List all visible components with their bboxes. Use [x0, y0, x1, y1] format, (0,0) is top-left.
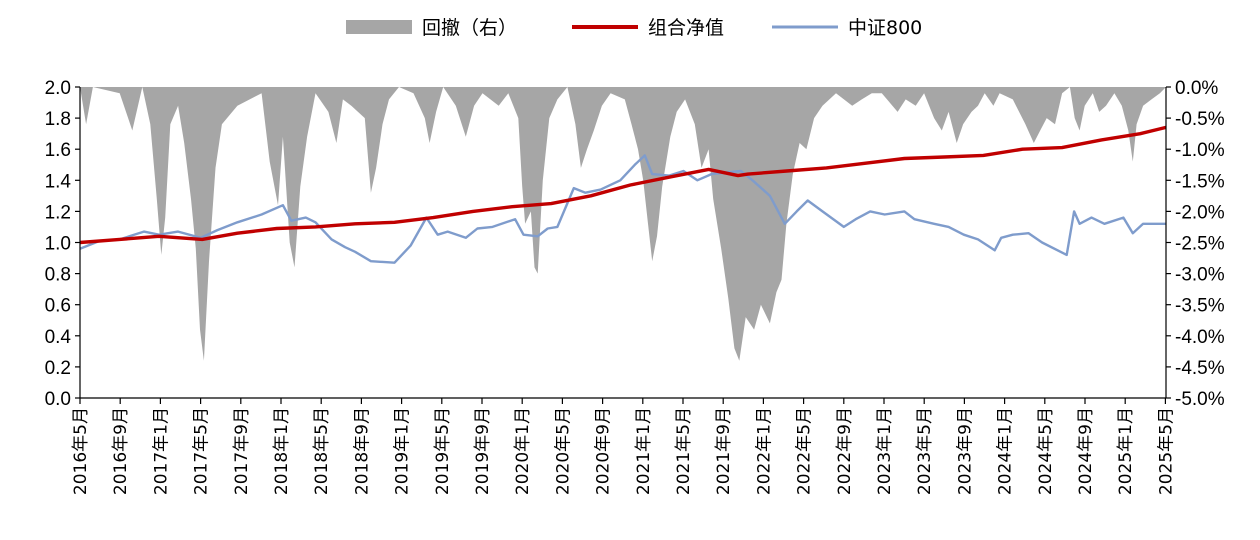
- y-left-tick-label: 0.6: [45, 296, 71, 317]
- x-tick-label: 2018年9月: [352, 407, 372, 495]
- y-right-tick-label: -3.0%: [1175, 265, 1225, 286]
- x-tick-label: 2022年9月: [835, 407, 855, 495]
- y-left-tick-label: 0.8: [45, 265, 71, 286]
- x-tick-label: 2023年1月: [875, 407, 895, 495]
- x-tick-label: 2017年1月: [151, 407, 171, 495]
- legend-label-csi800: 中证800: [848, 17, 922, 39]
- x-tick-label: 2016年9月: [111, 407, 131, 495]
- y-right-tick-label: -1.5%: [1175, 171, 1225, 192]
- y-right-tick-label: -0.5%: [1175, 109, 1225, 130]
- drawdown-area: [80, 87, 1166, 361]
- x-tick-label: 2024年9月: [1076, 407, 1096, 495]
- y-left-tick-label: 0.4: [45, 327, 72, 348]
- y-left-tick-label: 0.0: [45, 389, 71, 410]
- x-tick-label: 2017年5月: [192, 407, 212, 495]
- drawdown-area-layer: [80, 87, 1166, 361]
- x-tick-label: 2023年9月: [955, 407, 975, 495]
- x-tick-label: 2025年5月: [1156, 407, 1176, 495]
- x-tick-label: 2020年5月: [553, 407, 573, 495]
- x-tick-label: 2025年1月: [1116, 407, 1136, 495]
- y-left-tick-label: 2.0: [45, 78, 71, 99]
- x-tick-label: 2019年9月: [473, 407, 493, 495]
- x-tick-label: 2022年1月: [754, 407, 774, 495]
- x-tick-label: 2016年5月: [71, 407, 91, 495]
- y-right-tick-label: -4.5%: [1175, 358, 1225, 379]
- y-left-tick-label: 1.2: [45, 202, 71, 223]
- x-tick-label: 2021年5月: [674, 407, 694, 495]
- legend-label-drawdown: 回撤（右）: [422, 17, 517, 39]
- portfolio-nav-line: [79, 125, 1167, 245]
- legend-swatch-drawdown: [346, 20, 412, 34]
- x-tick-label: 2022年5月: [795, 407, 815, 495]
- y-right-tick-label: -4.0%: [1175, 327, 1225, 348]
- y-right-tick-label: -1.0%: [1175, 140, 1225, 161]
- y-right-tick-label: 0.0%: [1175, 78, 1218, 99]
- legend-label-portfolio: 组合净值: [648, 17, 724, 39]
- line-layer: [79, 125, 1167, 264]
- x-tick-label: 2019年1月: [393, 407, 413, 495]
- x-tick-label: 2023年5月: [915, 407, 935, 495]
- y-left-tick-label: 1.0: [45, 234, 71, 255]
- legend: 回撤（右） 组合净值 中证800: [346, 17, 922, 39]
- x-tick-label: 2024年1月: [996, 407, 1016, 495]
- x-tick-label: 2020年1月: [513, 407, 533, 495]
- y-left-tick-label: 1.8: [45, 109, 71, 130]
- y-right-tick-label: -2.5%: [1175, 234, 1225, 255]
- x-tick-label: 2018年1月: [272, 407, 292, 495]
- x-tick-label: 2019年5月: [433, 407, 453, 495]
- y-right-tick-label: -5.0%: [1175, 389, 1225, 410]
- csi800-line: [79, 154, 1166, 264]
- x-tick-label: 2018年5月: [312, 407, 332, 495]
- x-tick-label: 2024年5月: [1036, 407, 1056, 495]
- y-left-tick-label: 1.6: [45, 140, 71, 161]
- axes-layer: 0.0 0.2 0.4 0.6 0.8 1.0 1.2 1.4 1.6 1.8 2.0 -5.0% -4…: [45, 78, 1225, 495]
- y-left-tick-label: 0.2: [45, 358, 71, 379]
- x-tick-label: 2020年9月: [594, 407, 614, 495]
- y-left-tick-label: 1.4: [45, 171, 72, 192]
- x-tick-label: 2021年9月: [714, 407, 734, 495]
- y-right-tick-label: -3.5%: [1175, 296, 1225, 317]
- y-right-tick-label: -2.0%: [1175, 202, 1225, 223]
- x-tick-label: 2021年1月: [634, 407, 654, 495]
- x-tick-label: 2017年9月: [232, 407, 252, 495]
